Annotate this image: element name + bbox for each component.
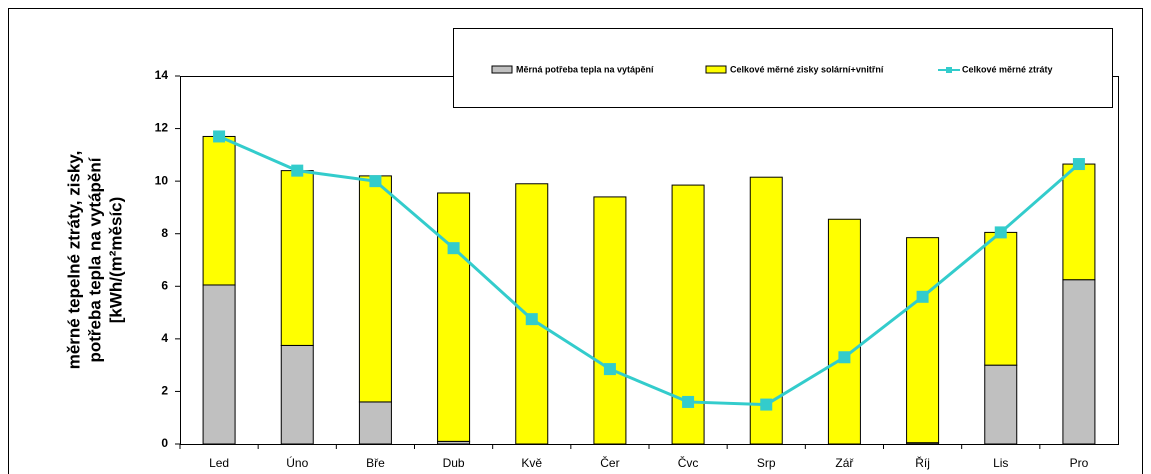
plot-area bbox=[180, 76, 1119, 445]
x-tick-label: Čer bbox=[600, 455, 619, 470]
bar bbox=[984, 231, 1018, 366]
marker bbox=[603, 363, 616, 376]
bar bbox=[906, 237, 940, 444]
y-axis-label-line: měrné tepelné ztráty, zisky, bbox=[64, 151, 83, 370]
legend-swatch bbox=[491, 65, 513, 74]
y-tick-label: 4 bbox=[161, 331, 168, 345]
bar bbox=[1062, 279, 1096, 445]
bar bbox=[827, 218, 861, 445]
bar bbox=[202, 135, 236, 286]
marker bbox=[213, 130, 226, 143]
marker bbox=[525, 313, 538, 326]
legend-label: Měrná potřeba tepla na vytápění bbox=[516, 64, 654, 74]
marker bbox=[682, 395, 695, 408]
x-tick-label: Říj bbox=[915, 455, 930, 470]
marker bbox=[447, 242, 460, 255]
x-tick-label: Lis bbox=[993, 456, 1008, 470]
y-tick-label: 2 bbox=[161, 384, 168, 398]
x-tick-label: Pro bbox=[1070, 456, 1089, 470]
y-axis-label: měrné tepelné ztráty, zisky, potřeba tepl… bbox=[64, 151, 125, 370]
marker bbox=[838, 351, 851, 364]
x-tick-label: Bře bbox=[366, 456, 385, 470]
x-tick-label: Dub bbox=[443, 456, 465, 470]
marker bbox=[916, 290, 929, 303]
marker bbox=[1072, 158, 1085, 171]
bar bbox=[358, 401, 392, 445]
y-tick-label: 8 bbox=[161, 226, 168, 240]
x-tick-label: Srp bbox=[757, 456, 776, 470]
marker bbox=[994, 226, 1007, 239]
bar bbox=[202, 284, 236, 445]
marker bbox=[760, 398, 773, 411]
bar bbox=[280, 344, 314, 445]
marker bbox=[369, 175, 382, 188]
legend-swatch bbox=[705, 65, 727, 74]
x-tick-label: Úno bbox=[286, 455, 308, 470]
y-axis-label-line: potřeba tepla na vytápění bbox=[85, 156, 104, 362]
bar bbox=[984, 364, 1018, 445]
legend-label: Celkové měrné ztráty bbox=[962, 64, 1053, 74]
y-tick-label: 0 bbox=[161, 436, 168, 450]
bar bbox=[280, 170, 314, 346]
y-tick-label: 6 bbox=[161, 278, 168, 292]
bar bbox=[437, 192, 471, 442]
x-tick-label: Čvc bbox=[678, 455, 699, 470]
x-tick-label: Led bbox=[209, 456, 229, 470]
y-tick-label: 10 bbox=[155, 173, 169, 187]
legend-label: Celkové měrné zisky solární+vnitřní bbox=[730, 64, 884, 74]
legend-marker bbox=[946, 67, 952, 73]
legend-box bbox=[453, 28, 1113, 108]
y-axis-label-line: [kWh/(m²měsíc) bbox=[106, 197, 125, 324]
bar bbox=[358, 175, 392, 403]
x-tick-label: Kvě bbox=[521, 456, 542, 470]
line bbox=[218, 135, 1080, 407]
bar bbox=[1062, 163, 1096, 281]
marker bbox=[291, 164, 304, 177]
bar bbox=[593, 196, 627, 445]
x-tick-label: Zář bbox=[835, 456, 854, 470]
y-tick-label: 14 bbox=[155, 68, 169, 82]
y-tick-label: 12 bbox=[155, 121, 169, 135]
